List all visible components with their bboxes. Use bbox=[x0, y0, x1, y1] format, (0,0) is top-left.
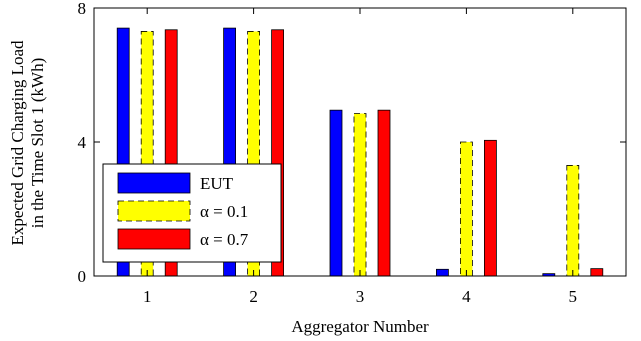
legend-swatch-series-1 bbox=[117, 172, 191, 194]
bar-series-2-category-5 bbox=[566, 165, 580, 277]
x-tick-label: 3 bbox=[356, 287, 365, 306]
y-tick-label: 0 bbox=[78, 267, 87, 286]
bar-series-1-category-4 bbox=[435, 268, 449, 277]
legend-swatch-series-3 bbox=[117, 228, 191, 250]
bar-series-3-category-4 bbox=[483, 139, 497, 277]
bar-series-1-category-3 bbox=[329, 109, 343, 277]
legend-label-series-1: EUT bbox=[200, 174, 234, 193]
y-axis-label-line-2: in the Time Slot 1 (kWh) bbox=[28, 58, 47, 228]
x-tick-label: 2 bbox=[249, 287, 258, 306]
legend: EUT α = 0.1 α = 0.7 bbox=[102, 163, 282, 263]
legend-swatch-series-2 bbox=[117, 200, 191, 222]
legend-label-series-2: α = 0.1 bbox=[200, 202, 248, 221]
x-axis-label: Aggregator Number bbox=[291, 317, 429, 336]
x-tick-label: 1 bbox=[143, 287, 152, 306]
bar-series-3-category-5 bbox=[590, 268, 604, 277]
y-tick-label: 4 bbox=[78, 133, 87, 152]
y-tick-label: 8 bbox=[78, 0, 87, 18]
x-axis-ticks: 1 2 3 4 5 bbox=[143, 8, 577, 306]
x-tick-label: 4 bbox=[462, 287, 471, 306]
y-axis-ticks: 0 4 8 bbox=[78, 0, 626, 286]
y-axis-label-line-1: Expected Grid Charging Load bbox=[8, 40, 27, 246]
bar-series-3-category-3 bbox=[377, 109, 391, 277]
legend-label-series-3: α = 0.7 bbox=[200, 230, 249, 249]
x-tick-label: 5 bbox=[569, 287, 578, 306]
bar-series-2-category-4 bbox=[459, 141, 473, 277]
bar-series-2-category-3 bbox=[353, 113, 367, 277]
